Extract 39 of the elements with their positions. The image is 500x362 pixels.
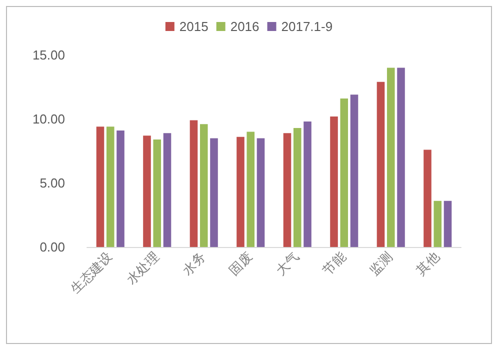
bar: [200, 124, 208, 247]
bar: [163, 133, 172, 247]
legend-label: 2016: [230, 19, 260, 34]
x-tick-label: 固废: [226, 250, 256, 279]
x-tick-label: 其他: [414, 250, 443, 279]
bar: [96, 126, 104, 247]
x-tick-label: 节能: [320, 250, 350, 279]
bar: [330, 116, 338, 247]
x-tick-label: 监测: [367, 250, 396, 279]
bar: [153, 139, 162, 247]
bar: [340, 98, 348, 247]
y-tick-label: 5.00: [40, 176, 65, 190]
bar: [397, 68, 405, 247]
bar: [434, 200, 442, 247]
bar: [424, 150, 432, 247]
x-tick-label: 生态建设: [68, 250, 116, 298]
bar: [143, 136, 151, 247]
bar: [190, 120, 198, 247]
bar: [236, 136, 244, 247]
y-tick-label: 0.00: [40, 240, 65, 254]
bar: [246, 132, 255, 247]
bar: [376, 82, 385, 247]
x-tick-label: 大气: [274, 250, 303, 279]
bar: [283, 133, 292, 247]
bar: [293, 128, 302, 247]
bar: [210, 138, 218, 247]
x-tick-label: 水处理: [124, 250, 162, 288]
bar: [106, 126, 114, 247]
bar: [256, 138, 265, 247]
bar: [116, 130, 124, 247]
bar: [304, 122, 312, 247]
x-tick-label: 水务: [180, 250, 210, 279]
y-tick-label: 15.00: [32, 48, 65, 62]
y-tick-label: 10.00: [32, 112, 65, 126]
bar: [386, 68, 395, 247]
bar: [444, 200, 452, 247]
bar: [350, 94, 358, 247]
legend-label: 2017.1-9: [281, 19, 333, 34]
legend-label: 2015: [179, 19, 208, 34]
